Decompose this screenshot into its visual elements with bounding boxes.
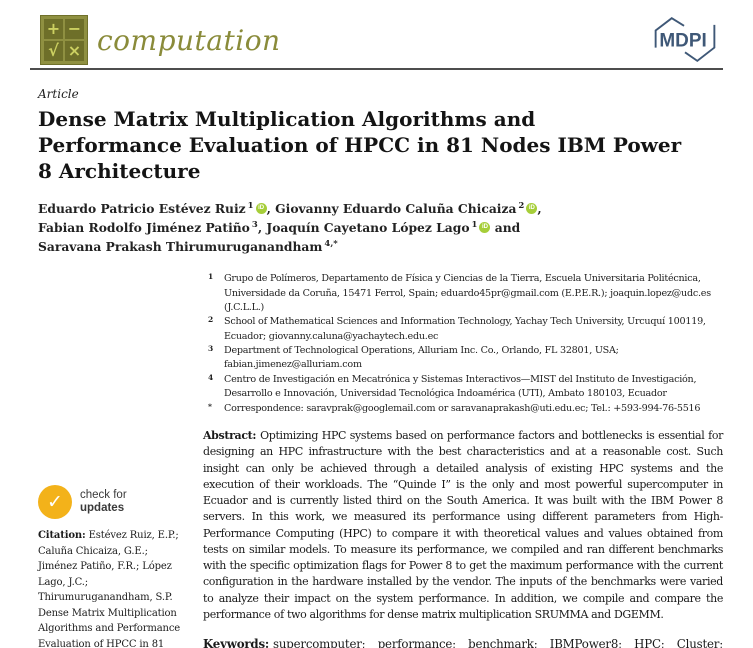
radical-icon: √ bbox=[44, 41, 63, 61]
orcid-icon[interactable]: iD bbox=[479, 222, 491, 234]
main-text-column: 1 Grupo de Polímeros, Departamento de Fí… bbox=[203, 272, 723, 648]
citation-block: Citation: Estévez Ruiz, E.P.; Caluña Chi… bbox=[38, 528, 189, 648]
content-area: ✓ check for updates Citation: Estévez Ru… bbox=[30, 272, 723, 648]
article-type-label: Article bbox=[38, 87, 79, 101]
author-affil-sup: 1 bbox=[247, 200, 254, 211]
affiliation-marker: 4 bbox=[208, 372, 213, 382]
orcid-icon[interactable]: iD bbox=[526, 203, 538, 215]
affiliation-marker: 1 bbox=[208, 272, 213, 282]
author-line: Eduardo Patricio Estévez Ruiz 1 iD, Giovan… bbox=[38, 199, 715, 256]
affiliation-item: 3 Department of Technological Operations… bbox=[203, 344, 723, 373]
author-name: Eduardo Patricio Estévez Ruiz bbox=[38, 201, 246, 216]
author-name: Fabian Rodolfo Jiménez Patiño bbox=[38, 220, 250, 236]
author-name: Joaquín Cayetano López Lago bbox=[266, 220, 470, 236]
author-affil-sup: 2 bbox=[518, 200, 525, 211]
mdpi-logo-text: MDPI bbox=[659, 31, 706, 52]
author-separator: , bbox=[257, 220, 267, 236]
check-icon: ✓ bbox=[38, 485, 72, 520]
plus-icon: + bbox=[44, 19, 63, 39]
affiliation-marker: 2 bbox=[208, 315, 213, 325]
minus-icon: − bbox=[65, 19, 84, 39]
author-affil-sup: 4,* bbox=[324, 239, 338, 249]
badge-line2: updates bbox=[80, 502, 125, 515]
citation-label: Citation: bbox=[38, 530, 86, 542]
affiliation-text: Department of Technological Operations, … bbox=[224, 345, 619, 371]
affiliation-text: Grupo de Polímeros, Departamento de Físi… bbox=[224, 273, 711, 313]
correspondence-item: * Correspondence: saravprak@googlemail.c… bbox=[203, 402, 723, 416]
masthead-divider bbox=[30, 68, 723, 70]
badge-line1: check for bbox=[80, 488, 127, 501]
check-for-updates-label: check for updates bbox=[80, 489, 127, 515]
article-title: Dense Matrix Multiplication Algorithms a… bbox=[38, 107, 682, 183]
author: Saravana Prakash Thirumuruganandham 4,* bbox=[38, 239, 338, 254]
author-separator: and bbox=[490, 220, 521, 236]
masthead: + − √ × computation MDPI bbox=[30, 15, 723, 67]
abstract: Abstract: Optimizing HPC systems based on… bbox=[203, 428, 723, 623]
keywords: Keywords: supercomputer; performance; ben… bbox=[203, 634, 723, 648]
left-margin-column: ✓ check for updates Citation: Estévez Ru… bbox=[30, 272, 195, 648]
citation-text: Estévez Ruiz, E.P.; Caluña Chicaiza, G.E… bbox=[38, 530, 181, 648]
affiliation-item: 4 Centro de Investigación en Mecatrónica… bbox=[203, 373, 723, 402]
correspondence-marker: * bbox=[208, 401, 212, 411]
author-separator: , bbox=[266, 201, 276, 216]
author-affil-sup: 3 bbox=[251, 219, 258, 230]
mdpi-logo-icon[interactable]: MDPI bbox=[649, 15, 721, 65]
keywords-text: supercomputer; performance; benchmark; I… bbox=[273, 637, 723, 648]
orcid-icon[interactable]: iD bbox=[255, 203, 267, 215]
author-name: Giovanny Eduardo Caluña Chicaiza bbox=[275, 201, 517, 216]
correspondence-text: Correspondence: saravprak@googlemail.com… bbox=[224, 402, 701, 414]
author-name: Saravana Prakash Thirumuruganandham bbox=[38, 239, 323, 255]
abstract-label: Abstract: bbox=[203, 429, 257, 443]
affiliation-text: School of Mathematical Sciences and Info… bbox=[224, 316, 706, 342]
author-separator: , bbox=[537, 201, 542, 216]
keywords-label: Keywords: bbox=[203, 637, 270, 648]
affiliation-list: 1 Grupo de Polímeros, Departamento de Fí… bbox=[203, 272, 723, 416]
multiply-icon: × bbox=[65, 41, 84, 61]
computation-logo-icon: + − √ × bbox=[40, 15, 88, 65]
journal-name: computation bbox=[97, 23, 281, 57]
journal-logo-group: + − √ × computation bbox=[40, 15, 281, 65]
author: Fabian Rodolfo Jiménez Patiño 3 bbox=[38, 220, 258, 235]
author-affil-sup: 1 bbox=[471, 219, 478, 230]
author: Giovanny Eduardo Caluña Chicaiza 2 iD bbox=[275, 200, 538, 216]
check-for-updates-badge[interactable]: ✓ check for updates bbox=[38, 485, 189, 520]
author: Eduardo Patricio Estévez Ruiz 1 iD bbox=[38, 201, 267, 216]
affiliation-item: 1 Grupo de Polímeros, Departamento de Fí… bbox=[203, 272, 723, 315]
affiliation-marker: 3 bbox=[208, 344, 213, 354]
affiliation-item: 2 School of Mathematical Sciences and In… bbox=[203, 315, 723, 344]
author: Joaquín Cayetano López Lago 1 iD bbox=[266, 219, 491, 236]
affiliation-text: Centro de Investigación en Mecatrónica y… bbox=[224, 373, 697, 400]
abstract-text: Optimizing HPC systems based on performa… bbox=[203, 429, 723, 621]
